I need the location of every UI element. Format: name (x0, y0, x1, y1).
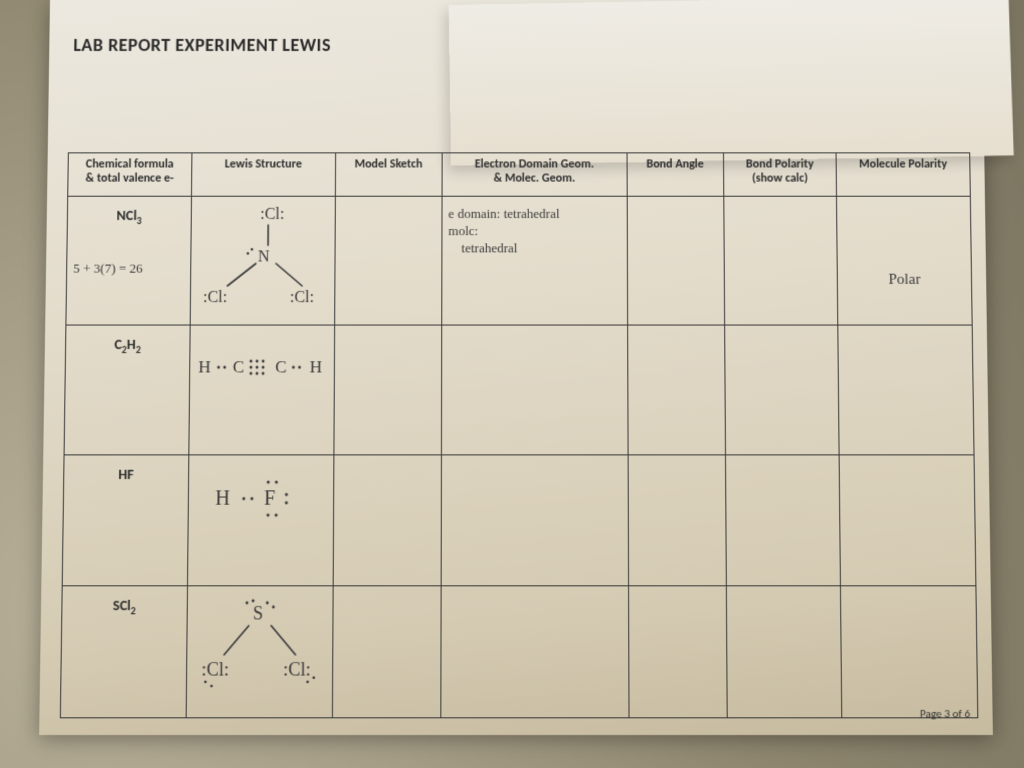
edom-line: tetrahedral (448, 241, 517, 256)
col-formula: Chemical formula & total valence e- (68, 153, 192, 196)
cell-sketch (334, 196, 442, 325)
cell-bondpol (726, 586, 842, 718)
cell-formula: HF (62, 455, 188, 586)
cell-edom (441, 325, 628, 455)
cell-formula: NCl3 5 + 3(7) = 26 (66, 196, 191, 325)
edom-line: e domain: tetrahedral (448, 207, 559, 222)
lewis-sketch-c2h2: H C C H (196, 330, 332, 391)
cell-lewis: H F (187, 455, 333, 586)
table-row: SCl2 S :Cl: :Cl: (60, 586, 977, 718)
table-row: NCl3 5 + 3(7) = 26 :Cl: N :Cl: :Cl: (66, 196, 972, 325)
col-bondpol: Bond Polarity (show calc) (723, 153, 836, 196)
svg-text::Cl:: :Cl: (201, 659, 229, 680)
lewis-table: Chemical formula & total valence e- Lewi… (60, 152, 979, 718)
col-angle: Bond Angle (627, 153, 724, 196)
valence-handwritten: 5 + 3(7) = 26 (73, 261, 184, 276)
svg-text::Cl:: :Cl: (260, 206, 284, 223)
col-sketch: Model Sketch (335, 153, 442, 196)
cell-molpol (841, 586, 978, 718)
page-footer: Page 3 of 6 (920, 707, 970, 721)
svg-text:N: N (257, 248, 269, 265)
edom-line: molc: (448, 224, 478, 239)
cell-edom: e domain: tetrahedral molc: tetrahedral (442, 196, 628, 325)
svg-text::Cl:: :Cl: (283, 659, 311, 680)
cell-lewis: H C C H (188, 325, 334, 455)
cell-formula: SCl2 (60, 586, 187, 718)
formula-text: HF (70, 460, 182, 484)
cell-formula: C2H2 (64, 325, 190, 455)
svg-text:H: H (309, 357, 322, 376)
cell-bondpol (724, 196, 838, 325)
svg-text::Cl:: :Cl: (203, 289, 227, 306)
lewis-sketch-ncl3: :Cl: N :Cl: :Cl: (196, 201, 328, 313)
cell-bondpol (724, 325, 839, 455)
cell-molpol (839, 455, 976, 586)
cell-bondpol (725, 455, 840, 586)
cell-molpol (838, 325, 974, 455)
cell-angle (628, 586, 727, 718)
worksheet-sheet: LAB REPORT EXPERIMENT LEWIS Chemical for… (39, 0, 993, 735)
overlapping-sheet (449, 0, 1014, 165)
lewis-sketch-hf: H F (194, 460, 316, 532)
svg-text:S: S (252, 603, 262, 624)
formula-text: C2H2 (72, 330, 183, 356)
col-lewis: Lewis Structure (191, 153, 335, 196)
cell-sketch (332, 586, 441, 718)
cell-angle (627, 325, 725, 455)
mol-polarity-hand: Polar (844, 272, 965, 290)
col-molpol: Molecule Polarity (836, 153, 970, 196)
svg-text:H: H (215, 487, 230, 510)
formula-text: NCl3 (74, 201, 185, 227)
svg-text:F: F (264, 487, 275, 510)
cell-sketch (333, 455, 442, 586)
col-edom: Electron Domain Geom. & Molec. Geom. (442, 153, 627, 196)
cell-angle (628, 455, 726, 586)
svg-text::Cl:: :Cl: (289, 289, 313, 306)
cell-angle (627, 196, 724, 325)
table-row: C2H2 H C C H (64, 325, 974, 455)
cell-sketch (334, 325, 442, 455)
cell-lewis: S :Cl: :Cl: (186, 586, 333, 718)
page-title: LAB REPORT EXPERIMENT LEWIS (73, 34, 331, 56)
table-row: HF H F (62, 455, 976, 586)
cell-lewis: :Cl: N :Cl: :Cl: (190, 196, 335, 325)
cell-edom (441, 586, 629, 718)
cell-edom (441, 455, 628, 586)
lewis-sketch-scl2: S :Cl: :Cl: (193, 590, 329, 694)
cell-molpol: Polar (837, 196, 973, 325)
svg-text:H: H (198, 357, 211, 376)
svg-text:C: C (275, 357, 287, 376)
formula-text: SCl2 (68, 590, 180, 617)
table-header-row: Chemical formula & total valence e- Lewi… (68, 153, 971, 196)
svg-text:C: C (232, 357, 244, 376)
